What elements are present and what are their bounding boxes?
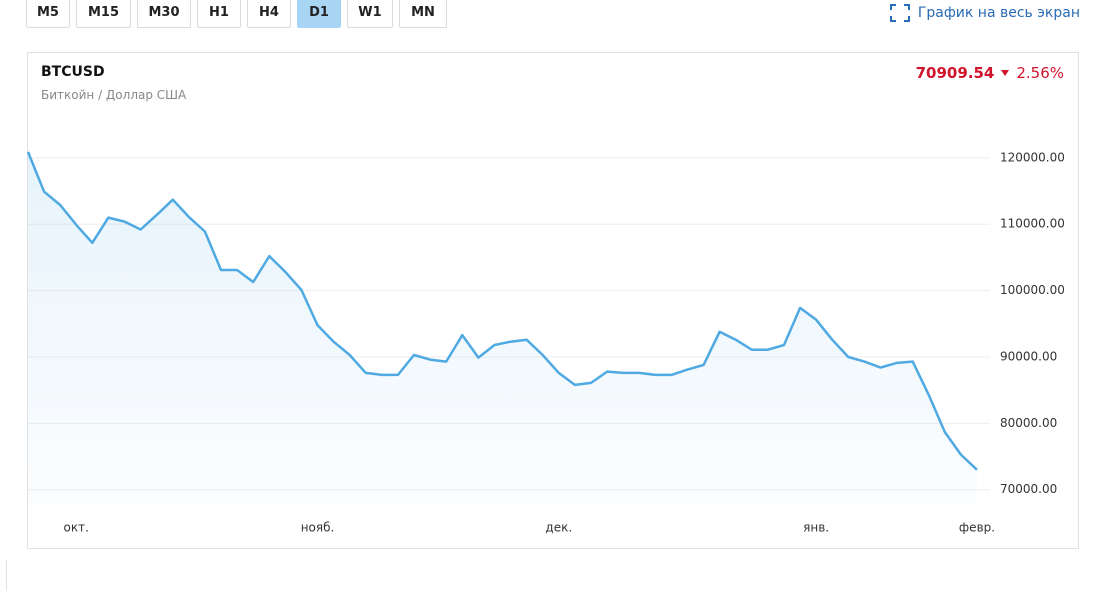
price: 70909.54 [915, 64, 995, 82]
timeframe-button[interactable]: D1 [297, 0, 341, 28]
timeframe-button[interactable]: M15 [76, 0, 131, 28]
divider [6, 560, 7, 591]
timeframe-button[interactable]: MN [399, 0, 447, 28]
y-tick-label: 100000.00 [1000, 283, 1065, 297]
timeframe-button[interactable]: H4 [247, 0, 291, 28]
fullscreen-link[interactable]: График на весь экран [889, 4, 1080, 22]
x-tick-label: февр. [959, 521, 995, 535]
area [28, 151, 977, 505]
price-line [26, 151, 978, 471]
y-tick-label: 120000.00 [1000, 150, 1065, 164]
change: 2.56% [1016, 64, 1064, 82]
y-tick-label: 110000.00 [1000, 217, 1065, 231]
timeframe-button[interactable]: M30 [137, 0, 191, 28]
x-tick-label: нояб. [301, 521, 335, 535]
down-arrow [1001, 70, 1010, 76]
y-tick-label: 80000.00 [1000, 416, 1057, 430]
symbol-name: Биткойн / Доллар США [41, 88, 187, 102]
chart-panel [27, 52, 1079, 549]
x-tick-label: янв. [803, 521, 829, 535]
fullscreen-icon [889, 4, 910, 22]
x-tick-label: окт. [64, 521, 89, 535]
y-tick-label: 70000.00 [1000, 482, 1057, 496]
quote-change: 70909.54 2.56% [916, 64, 1064, 82]
timeframe-button[interactable]: W1 [347, 0, 393, 28]
fullscreen-text: График на весь экран [917, 5, 1080, 21]
symbol: BTCUSD [41, 64, 105, 80]
timeframe-button[interactable]: H1 [197, 0, 241, 28]
timeframe-button[interactable]: M5 [26, 0, 70, 28]
x-tick-label: дек. [545, 521, 572, 535]
y-tick-label: 90000.00 [1000, 349, 1057, 363]
